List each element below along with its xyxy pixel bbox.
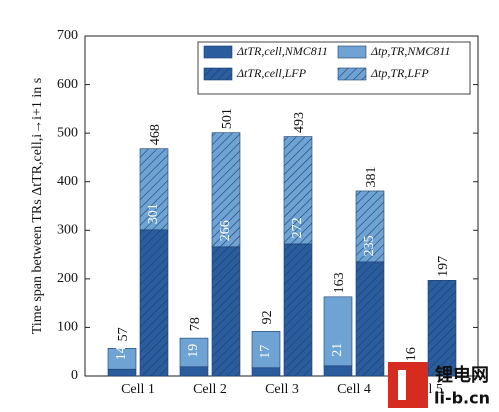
bar-hatch [212, 132, 240, 247]
total-label: 16 [404, 347, 419, 361]
bar-segment [323, 296, 353, 367]
bar-hatch [356, 190, 384, 262]
value-label: 235 [362, 235, 377, 256]
total-label: 381 [364, 166, 379, 187]
bar-segment [179, 366, 209, 377]
plot-frame [84, 35, 479, 377]
total-label: 57 [116, 327, 131, 341]
bar-hatch [428, 280, 456, 376]
legend-swatch [337, 45, 367, 59]
legend [197, 41, 471, 95]
bar-hatch [356, 261, 384, 376]
total-label: 78 [188, 317, 203, 331]
bar-hatch [140, 148, 168, 230]
x-tick-label: Cell 2 [193, 382, 227, 397]
legend-hatch [338, 68, 366, 80]
legend-label: Δtp,TR,NMC811 [370, 44, 451, 58]
legend-label: Δtp,TR,LFP [370, 66, 429, 80]
legend-swatch [203, 45, 233, 59]
value-label: 266 [218, 220, 233, 241]
x-tick-label: Cell 4 [337, 382, 371, 397]
total-label: 197 [436, 256, 451, 277]
y-tick-label: 300 [57, 223, 78, 238]
y-tick-label: 0 [71, 368, 78, 383]
total-label: 92 [260, 310, 275, 324]
bar-hatch [140, 229, 168, 376]
bar-segment [107, 368, 137, 377]
legend-hatch [204, 68, 232, 80]
watermark-name: 锂电网 [435, 364, 489, 386]
watermark-url: li-b.cn [434, 389, 490, 408]
value-label: 19 [186, 344, 201, 358]
value-label: 14 [114, 346, 129, 360]
x-tick-label: Cell 3 [265, 382, 299, 397]
y-tick-label: 100 [57, 320, 78, 335]
value-label: 17 [258, 345, 273, 359]
bar-hatch [212, 246, 240, 376]
y-tick-label: 600 [57, 77, 78, 92]
value-label: 21 [330, 343, 345, 357]
total-label: 501 [220, 108, 235, 129]
x-tick-label: Cell 1 [121, 382, 155, 397]
total-label: 163 [332, 272, 347, 293]
bar-segment [107, 348, 137, 370]
bar-hatch [284, 243, 312, 376]
value-label: 272 [290, 217, 305, 238]
watermark-logo [388, 362, 428, 408]
legend-label: ΔtTR,cell,LFP [236, 66, 307, 80]
total-label: 493 [292, 112, 307, 133]
total-label: 468 [148, 124, 163, 145]
bar-hatch [284, 136, 312, 244]
watermark: 锂电网 li-b.cn [388, 362, 490, 408]
bar-segment [323, 365, 353, 377]
watermark-logo-mark [398, 370, 406, 400]
y-tick-label: 400 [57, 174, 78, 189]
value-label: 301 [146, 203, 161, 224]
legend-label: ΔtTR,cell,NMC811 [236, 44, 328, 58]
y-tick-label: 500 [57, 125, 78, 140]
y-tick-label: 200 [57, 271, 78, 286]
y-tick-label: 700 [57, 28, 78, 43]
bar-segment [179, 337, 209, 368]
bar-segment [251, 367, 281, 377]
bar-segment [251, 331, 281, 369]
y-axis-label: Time span between TRs ΔtTR,cell,i→i+1 in… [30, 78, 45, 334]
